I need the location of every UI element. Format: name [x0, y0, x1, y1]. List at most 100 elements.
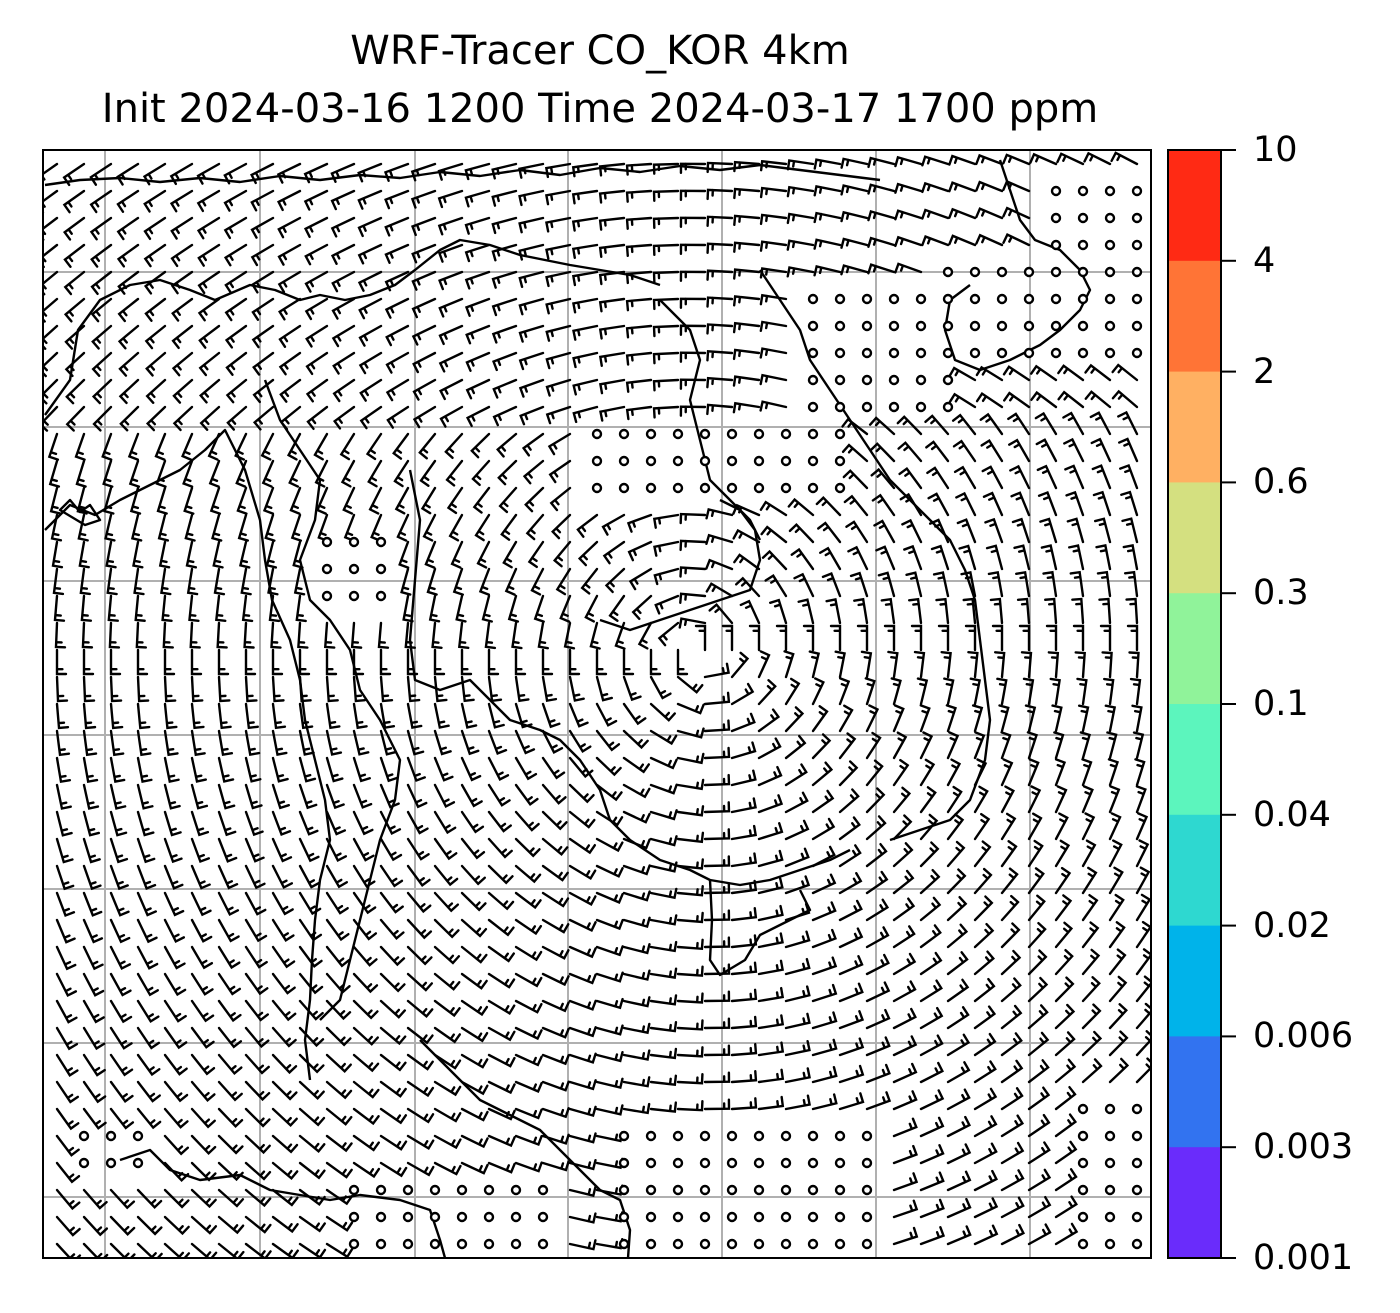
- wind-barb: [225, 351, 248, 376]
- wind-barb: [214, 594, 227, 623]
- wind-barb: [757, 1068, 785, 1084]
- wind-barb: [1123, 570, 1139, 598]
- wind-barb: [133, 567, 145, 596]
- wind-barb: [325, 675, 339, 703]
- wind-barb: [919, 951, 943, 976]
- wind-barb: [865, 704, 880, 733]
- wind-barb: [733, 241, 761, 253]
- wind-barb: [892, 842, 914, 868]
- wind-barb: [384, 270, 410, 292]
- calm-marker: [672, 1238, 684, 1250]
- wind-barb: [305, 324, 329, 348]
- wind-barb: [622, 783, 651, 799]
- wind-barb: [379, 945, 406, 967]
- wind-barb: [438, 324, 464, 346]
- wind-barb: [829, 624, 842, 652]
- calm-marker: [807, 293, 819, 305]
- wind-barb: [892, 925, 916, 949]
- wind-barb: [298, 1080, 325, 1101]
- wind-barb: [216, 621, 228, 649]
- wind-barb: [676, 831, 705, 844]
- wind-barb: [163, 729, 179, 757]
- wind-barb: [1132, 731, 1145, 760]
- wind-barb: [703, 936, 731, 949]
- calm-marker: [726, 482, 738, 494]
- wind-barb: [271, 675, 285, 703]
- wind-barb: [946, 758, 962, 787]
- wind-barb: [1000, 1196, 1025, 1219]
- wind-barb: [325, 810, 347, 836]
- wind-barb: [82, 837, 101, 864]
- wind-barb: [264, 513, 276, 542]
- calm-marker: [996, 347, 1008, 359]
- wind-barb: [199, 378, 221, 404]
- wind-barb: [811, 873, 837, 895]
- wind-barb: [892, 897, 916, 922]
- wind-barb: [568, 999, 597, 1011]
- wind-barb: [303, 162, 329, 184]
- wind-barb: [1027, 1059, 1050, 1084]
- wind-barb: [244, 675, 258, 703]
- wind-barb: [525, 513, 545, 541]
- wind-barb: [82, 810, 101, 837]
- wind-barb: [271, 972, 296, 995]
- wind-barb: [571, 162, 599, 178]
- wind-barb: [838, 1037, 865, 1057]
- wind-barb: [89, 189, 113, 214]
- coastline-peninsula-west: [44, 428, 332, 1081]
- wind-barb: [491, 324, 518, 344]
- wind-barb: [234, 432, 248, 461]
- calm-marker: [1104, 266, 1116, 278]
- wind-barb: [433, 810, 457, 835]
- wind-barb: [163, 837, 183, 864]
- wind-barb: [730, 988, 758, 1003]
- wind-barb: [217, 1053, 243, 1076]
- wind-barb: [625, 243, 653, 258]
- wind-barb: [406, 837, 430, 861]
- wind-barb: [504, 567, 518, 596]
- calm-marker: [645, 1130, 657, 1142]
- wind-barb: [1057, 364, 1085, 382]
- calm-marker: [915, 374, 927, 386]
- wind-barb: [460, 702, 478, 729]
- calm-marker: [1050, 239, 1062, 251]
- calm-marker: [969, 293, 981, 305]
- wind-barb: [433, 972, 461, 991]
- wind-barb: [270, 621, 282, 649]
- wind-barb: [1135, 975, 1151, 1003]
- wind-barb: [514, 918, 543, 936]
- wind-barb: [163, 675, 177, 703]
- wind-barb: [919, 896, 942, 922]
- wind-barb: [212, 540, 224, 569]
- wind-barb: [433, 756, 454, 782]
- wind-barb: [705, 558, 734, 571]
- calm-marker: [807, 1211, 819, 1223]
- wind-barb: [244, 783, 263, 810]
- colorbar-segment: [1168, 150, 1221, 262]
- wind-barb: [924, 414, 950, 436]
- wind-barb: [330, 243, 356, 265]
- wind-barb: [759, 373, 788, 386]
- wind-barb: [1054, 976, 1075, 1003]
- wind-barb: [116, 243, 140, 268]
- wind-barb: [1000, 812, 1017, 841]
- wind-barb: [865, 981, 891, 1003]
- wind-barb: [568, 648, 581, 676]
- wind-barb: [298, 891, 322, 916]
- wind-barb: [460, 1053, 489, 1069]
- wind-barb: [892, 1144, 918, 1165]
- wind-barb: [730, 651, 750, 679]
- wind-barb: [533, 594, 545, 623]
- wind-barb: [160, 567, 172, 596]
- wind-barb: [109, 1215, 136, 1236]
- wind-barb: [55, 1215, 81, 1237]
- wind-barb: [706, 376, 734, 389]
- calm-marker: [753, 1211, 765, 1223]
- wind-barb: [945, 704, 957, 733]
- wind-barb: [703, 990, 731, 1003]
- wind-barb: [109, 648, 122, 676]
- wind-barb: [1000, 867, 1019, 895]
- wind-barb: [197, 270, 221, 295]
- wind-barb: [145, 405, 167, 432]
- wind-barb: [1108, 1057, 1130, 1084]
